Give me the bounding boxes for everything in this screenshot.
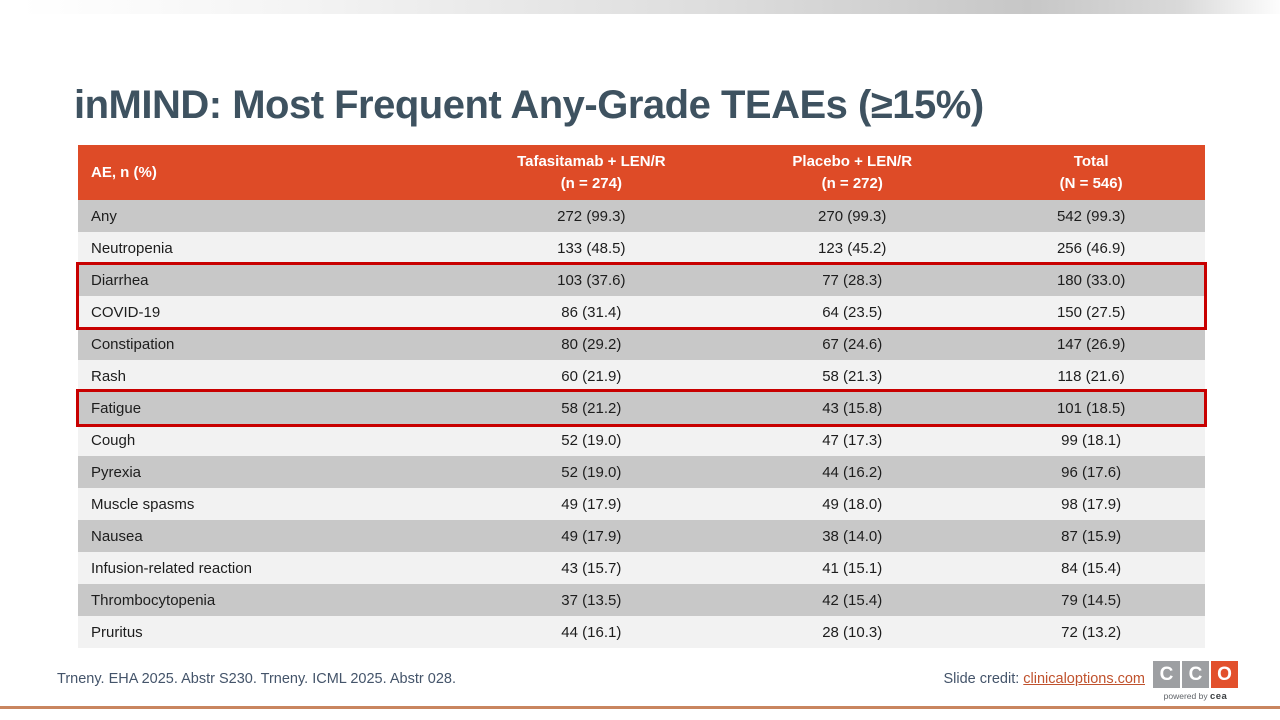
value-cell: 38 (14.0) [822,527,883,545]
value-cell: 37 (13.5) [561,591,622,609]
value-cell: 98 (17.9) [1061,495,1122,513]
ae-name-cell: Diarrhea [91,271,149,289]
value-cell: 542 (99.3) [1056,207,1126,225]
value-cell: 43 (15.8) [822,399,883,417]
header-placebo-line1: Placebo + LEN/R [792,152,913,170]
value-cell: 49 (17.9) [561,527,622,545]
table-row: Muscle spasms 49 (17.9) 49 (18.0) 98 (17.9) [78,488,1205,520]
cco-logo: C C O powered by cea [1153,661,1238,702]
credit-link[interactable]: clinicaloptions.com [1023,671,1145,687]
table-row: Fatigue 58 (21.2) 43 (15.8) 101 (18.5) [78,392,1205,424]
teae-table: AE, n (%) Tafasitamab + LEN/R (n = 274) … [76,145,1207,648]
logo-tagline-brand: cea [1209,691,1228,702]
table-row: Pruritus 44 (16.1) 28 (10.3) 72 (13.2) [78,616,1205,648]
header-tafasitamab-line1: Tafasitamab + LEN/R [517,152,666,170]
ae-name-cell: Muscle spasms [91,495,195,513]
logo-letter-c2: C [1182,661,1209,688]
header-total-column: Total (N = 546) [977,145,1205,200]
table-row: Pyrexia 52 (19.0) 44 (16.2) 96 (17.6) [78,456,1205,488]
value-cell: 47 (17.3) [822,431,883,449]
ae-name-cell: Constipation [91,335,175,353]
header-placebo-line2: (n = 272) [821,174,883,192]
value-cell: 103 (37.6) [557,271,626,289]
value-cell: 72 (13.2) [1061,623,1122,641]
value-cell: 41 (15.1) [822,559,883,577]
table-row: Neutropenia 133 (48.5) 123 (45.2) 256 (46.9… [78,232,1205,264]
value-cell: 79 (14.5) [1061,591,1122,609]
table-row: Thrombocytopenia 37 (13.5) 42 (15.4) 79 (14… [78,584,1205,616]
value-cell: 28 (10.3) [822,623,883,641]
value-cell: 96 (17.6) [1061,463,1122,481]
value-cell: 42 (15.4) [822,591,883,609]
ae-name-cell: Infusion-related reaction [91,559,252,577]
header-placebo-column: Placebo + LEN/R (n = 272) [727,145,977,200]
ae-name-cell: Thrombocytopenia [91,591,216,609]
value-cell: 86 (31.4) [561,303,622,321]
table-row: Any 272 (99.3) 270 (99.3) 542 (99.3) [78,200,1205,232]
value-cell: 77 (28.3) [822,271,883,289]
value-cell: 60 (21.9) [561,367,622,385]
ae-name-cell: Nausea [91,527,143,545]
ae-name-cell: Pruritus [91,623,143,641]
logo-tagline-prefix: powered by [1163,691,1210,701]
table-row: COVID-19 86 (31.4) 64 (23.5) 150 (27.5) [78,296,1205,328]
value-cell: 67 (24.6) [822,335,883,353]
value-cell: 80 (29.2) [561,335,622,353]
top-gradient-bar [20,0,1280,14]
value-cell: 180 (33.0) [1056,271,1126,289]
logo-letter-c1: C [1153,661,1180,688]
value-cell: 256 (46.9) [1056,239,1126,257]
value-cell: 43 (15.7) [561,559,622,577]
value-cell: 64 (23.5) [822,303,883,321]
value-cell: 44 (16.1) [561,623,622,641]
table-row: Diarrhea 103 (37.6) 77 (28.3) 180 (33.0) [78,264,1205,296]
value-cell: 44 (16.2) [822,463,883,481]
value-cell: 84 (15.4) [1061,559,1122,577]
value-cell: 49 (18.0) [822,495,883,513]
bottom-accent-line [0,706,1280,709]
value-cell: 52 (19.0) [561,431,622,449]
value-cell: 133 (48.5) [557,239,626,257]
logo-tagline: powered by cea [1153,691,1238,702]
value-cell: 58 (21.2) [561,399,622,417]
table-row: Constipation 80 (29.2) 67 (24.6) 147 (26.9) [78,328,1205,360]
value-cell: 118 (21.6) [1057,367,1125,385]
value-cell: 101 (18.5) [1056,399,1126,417]
ae-name-cell: Neutropenia [91,239,173,257]
reference-citation: Trneny. EHA 2025. Abstr S230. Trneny. IC… [57,671,456,687]
value-cell: 272 (99.3) [557,207,626,225]
value-cell: 150 (27.5) [1056,303,1126,321]
ae-name-cell: Cough [91,431,136,449]
cco-logo-squares: C C O [1153,661,1238,688]
header-tafasitamab-line2: (n = 274) [560,174,622,192]
table-row: Infusion-related reaction 43 (15.7) 41 (15… [78,552,1205,584]
ae-name-cell: Pyrexia [91,463,142,481]
header-total-line1: Total [1073,152,1109,170]
table-header-row: AE, n (%) Tafasitamab + LEN/R (n = 274) … [78,145,1205,200]
ae-name-cell: COVID-19 [91,303,161,321]
logo-letter-o: O [1211,661,1238,688]
value-cell: 49 (17.9) [561,495,622,513]
header-ae-column: AE, n (%) [91,164,157,181]
value-cell: 87 (15.9) [1061,527,1122,545]
value-cell: 99 (18.1) [1061,431,1122,449]
value-cell: 270 (99.3) [818,207,887,225]
table-body: Any 272 (99.3) 270 (99.3) 542 (99.3) Neutrop… [78,200,1205,648]
ae-name-cell: Fatigue [91,399,142,417]
ae-name-cell: Any [91,207,117,225]
ae-name-cell: Rash [91,367,127,385]
page-title: inMIND: Most Frequent Any-Grade TEAEs (≥… [74,82,984,127]
slide-credit: Slide credit: clinicaloptions.com [944,671,1146,687]
table-row: Rash 60 (21.9) 58 (21.3) 118 (21.6) [78,360,1205,392]
value-cell: 58 (21.3) [822,367,883,385]
table-row: Nausea 49 (17.9) 38 (14.0) 87 (15.9) [78,520,1205,552]
table-row: Cough 52 (19.0) 47 (17.3) 99 (18.1) [78,424,1205,456]
value-cell: 147 (26.9) [1056,335,1126,353]
value-cell: 52 (19.0) [561,463,622,481]
header-tafasitamab-column: Tafasitamab + LEN/R (n = 274) [456,145,728,200]
value-cell: 123 (45.2) [818,239,887,257]
slide-credit-label: Slide credit: [943,671,1024,687]
header-total-line2: (N = 546) [1059,174,1123,192]
